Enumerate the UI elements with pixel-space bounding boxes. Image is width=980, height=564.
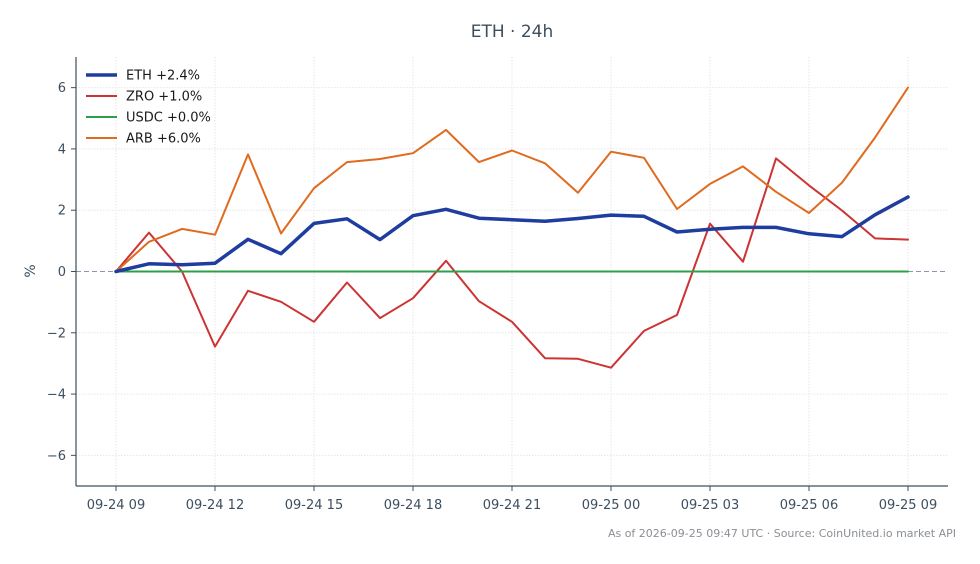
x-tick-label: 09-25 03 <box>681 498 739 513</box>
y-tick-label: −6 <box>47 449 66 464</box>
y-tick-labels: −6 −4 −2 0 2 4 6 <box>47 81 66 464</box>
legend-label-eth: ETH +2.4% <box>126 69 200 84</box>
series-group <box>114 86 910 369</box>
series-line-arb <box>115 86 909 273</box>
series-line-zro <box>115 157 909 369</box>
x-tick-label: 09-24 15 <box>285 498 343 513</box>
footer-source: As of 2026-09-25 09:47 UTC · Source: Coi… <box>608 527 956 540</box>
y-tick-label: −4 <box>47 388 66 403</box>
chart-title: ETH · 24h <box>471 22 554 42</box>
x-tick-label: 09-25 09 <box>879 498 937 513</box>
y-tick-label: −2 <box>47 326 66 341</box>
legend-label-zro: ZRO +1.0% <box>126 90 202 105</box>
y-axis-label: % <box>23 264 39 277</box>
x-tick-label: 09-25 06 <box>780 498 838 513</box>
x-tick-label: 09-25 00 <box>582 498 640 513</box>
y-tick-label: 0 <box>58 265 66 280</box>
legend-label-arb: ARB +6.0% <box>126 132 201 147</box>
x-tick-label: 09-24 21 <box>483 498 541 513</box>
legend: ETH +2.4% ZRO +1.0% USDC +0.0% ARB +6.0% <box>86 69 211 147</box>
x-tick-label: 09-24 12 <box>186 498 244 513</box>
x-tick-label: 09-24 09 <box>87 498 145 513</box>
axes <box>71 57 948 491</box>
x-tick-label: 09-24 18 <box>384 498 442 513</box>
y-tick-label: 6 <box>58 81 66 96</box>
y-tick-label: 2 <box>58 204 66 219</box>
series-line-eth <box>114 195 910 274</box>
legend-label-usdc: USDC +0.0% <box>126 111 211 126</box>
y-tick-label: 4 <box>58 142 66 157</box>
x-tick-labels: 09-24 09 09-24 12 09-24 15 09-24 18 09-24 21… <box>87 498 937 513</box>
